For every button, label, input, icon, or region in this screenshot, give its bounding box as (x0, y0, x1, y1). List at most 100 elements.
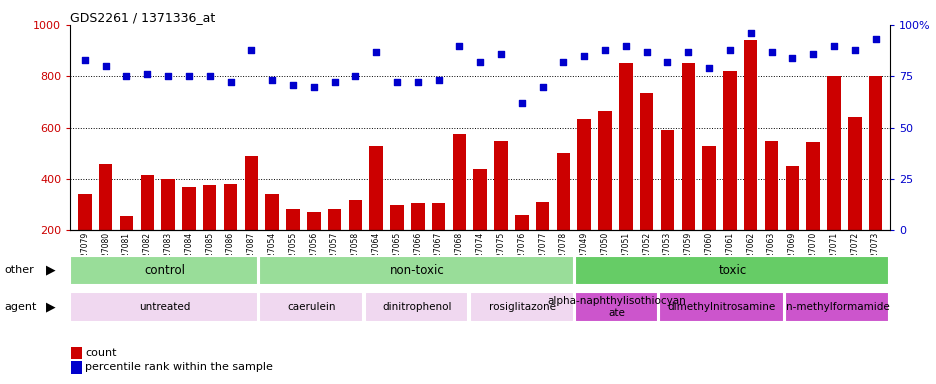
Point (618, 43, 633, 49)
Point (306, 84, 321, 90)
Point (846, 46, 861, 53)
Bar (868, 76, 882, 282)
Bar (285, 209, 300, 282)
Bar (723, 71, 736, 282)
Text: non-toxic: non-toxic (389, 264, 444, 277)
Point (327, 79, 342, 86)
Bar (826, 76, 840, 282)
Text: dimethylnitrosamine: dimethylnitrosamine (667, 302, 775, 312)
Point (78, 57, 93, 63)
Bar (764, 141, 778, 282)
Bar (99, 164, 112, 282)
Bar (598, 111, 611, 282)
Text: alpha-naphthylisothiocyan
ate: alpha-naphthylisothiocyan ate (547, 296, 685, 318)
Bar (680, 63, 695, 282)
Text: ▶: ▶ (46, 300, 55, 313)
Point (98, 63, 113, 69)
Bar (556, 153, 570, 282)
Bar (364, 292, 468, 322)
Point (867, 36, 882, 42)
Point (389, 79, 404, 86)
Text: n-methylformamide: n-methylformamide (785, 302, 888, 312)
Bar (70, 255, 258, 285)
Point (597, 46, 612, 53)
Point (410, 79, 425, 86)
Bar (660, 130, 674, 282)
Bar (702, 146, 715, 282)
Bar (743, 40, 756, 282)
Text: caerulein: caerulein (287, 302, 336, 312)
Text: toxic: toxic (718, 264, 746, 277)
Bar (619, 63, 632, 282)
Bar (574, 255, 888, 285)
Bar (161, 179, 175, 282)
Bar (658, 292, 782, 322)
Bar (244, 156, 257, 282)
Bar (224, 184, 237, 282)
Point (139, 71, 154, 77)
Text: percentile rank within the sample: percentile rank within the sample (85, 362, 273, 372)
Point (264, 77, 279, 83)
Point (514, 100, 529, 106)
Point (763, 49, 778, 55)
Point (368, 49, 383, 55)
Bar (784, 292, 888, 322)
Bar (411, 204, 424, 282)
Text: count: count (85, 348, 117, 358)
Bar (259, 292, 363, 322)
Point (722, 46, 737, 53)
Bar (535, 202, 548, 282)
Bar (431, 204, 445, 282)
Point (347, 73, 362, 79)
Point (826, 43, 841, 49)
Bar (389, 205, 403, 282)
Bar (847, 118, 860, 282)
Bar (369, 146, 383, 282)
Bar (259, 255, 573, 285)
Point (577, 53, 592, 59)
Text: GDS2261 / 1371336_at: GDS2261 / 1371336_at (70, 11, 215, 24)
Point (119, 73, 134, 79)
Point (534, 84, 549, 90)
Bar (639, 93, 652, 282)
Bar (348, 200, 361, 282)
Point (805, 51, 820, 57)
Bar (493, 141, 507, 282)
Bar (78, 194, 92, 282)
Text: control: control (144, 264, 185, 277)
Bar (577, 119, 591, 282)
Point (182, 73, 197, 79)
Bar (574, 292, 657, 322)
Text: agent: agent (5, 302, 37, 312)
Bar (120, 216, 133, 282)
Point (659, 59, 674, 65)
Point (680, 49, 695, 55)
Bar (265, 194, 279, 282)
Point (555, 59, 570, 65)
Bar (469, 292, 573, 322)
Bar (203, 185, 216, 282)
Point (160, 73, 175, 79)
Bar (784, 166, 798, 282)
Bar (452, 134, 466, 282)
Text: rosiglitazone: rosiglitazone (489, 302, 555, 312)
Text: other: other (5, 265, 35, 275)
Point (472, 59, 487, 65)
Bar (307, 212, 320, 282)
Point (285, 81, 300, 88)
Point (431, 77, 446, 83)
Bar (140, 175, 154, 282)
Point (701, 65, 716, 71)
Bar (182, 187, 196, 282)
Point (784, 55, 799, 61)
Point (493, 51, 508, 57)
Bar (806, 142, 819, 282)
Text: ▶: ▶ (46, 264, 55, 277)
Bar (515, 215, 528, 282)
Point (243, 46, 258, 53)
Point (451, 43, 466, 49)
Text: untreated: untreated (139, 302, 190, 312)
Point (742, 30, 757, 36)
Bar (70, 292, 258, 322)
Bar (473, 169, 487, 282)
